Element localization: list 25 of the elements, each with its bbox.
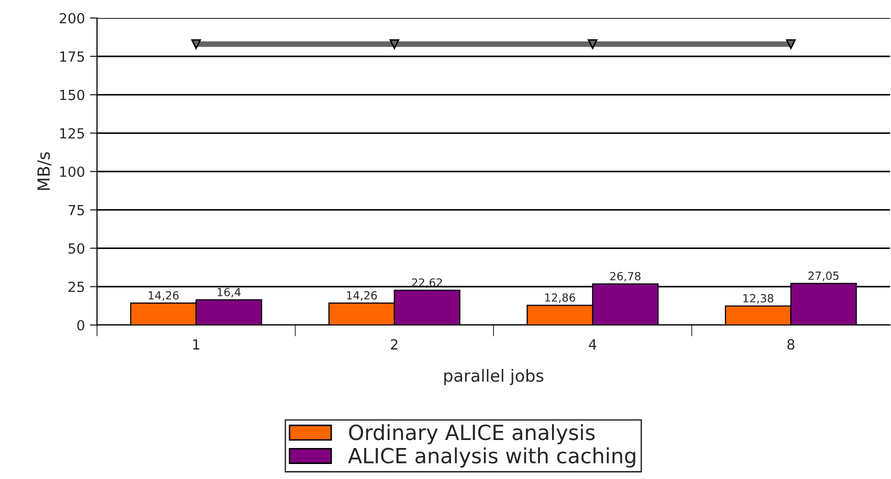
data-label: 12,38 [743, 294, 774, 304]
data-label: 27,05 [808, 272, 839, 282]
x-axis-title: parallel jobs [444, 368, 544, 386]
x-tick-label: 8 [787, 339, 794, 350]
x-tick-label: 2 [390, 339, 398, 350]
legend-label: ALICE analysis with caching [348, 447, 636, 468]
data-label: 16,4 [218, 288, 241, 298]
data-label: 14,26 [346, 291, 377, 301]
data-label: 26,78 [610, 272, 640, 282]
y-tick-label: 100 [60, 166, 84, 177]
y-tick-label: 25 [68, 282, 84, 292]
y-tick-label: 50 [68, 243, 84, 254]
y-tick-label: 125 [60, 128, 84, 139]
y-tick-label: 200 [60, 12, 84, 24]
y-tick-label: 75 [68, 205, 84, 216]
y-tick-label: 150 [60, 90, 84, 100]
data-label: 22,62 [412, 278, 442, 288]
data-label: 14,26 [148, 291, 179, 301]
y-axis-title: MB/s [38, 152, 52, 190]
x-tick-label: 1 [193, 339, 200, 350]
x-tick-label: 4 [588, 339, 596, 350]
legend-label: Ordinary ALICE analysis [349, 424, 595, 444]
y-tick-label: 175 [60, 52, 84, 62]
data-label: 12,86 [545, 293, 576, 303]
y-tick-label: 0 [77, 320, 84, 330]
